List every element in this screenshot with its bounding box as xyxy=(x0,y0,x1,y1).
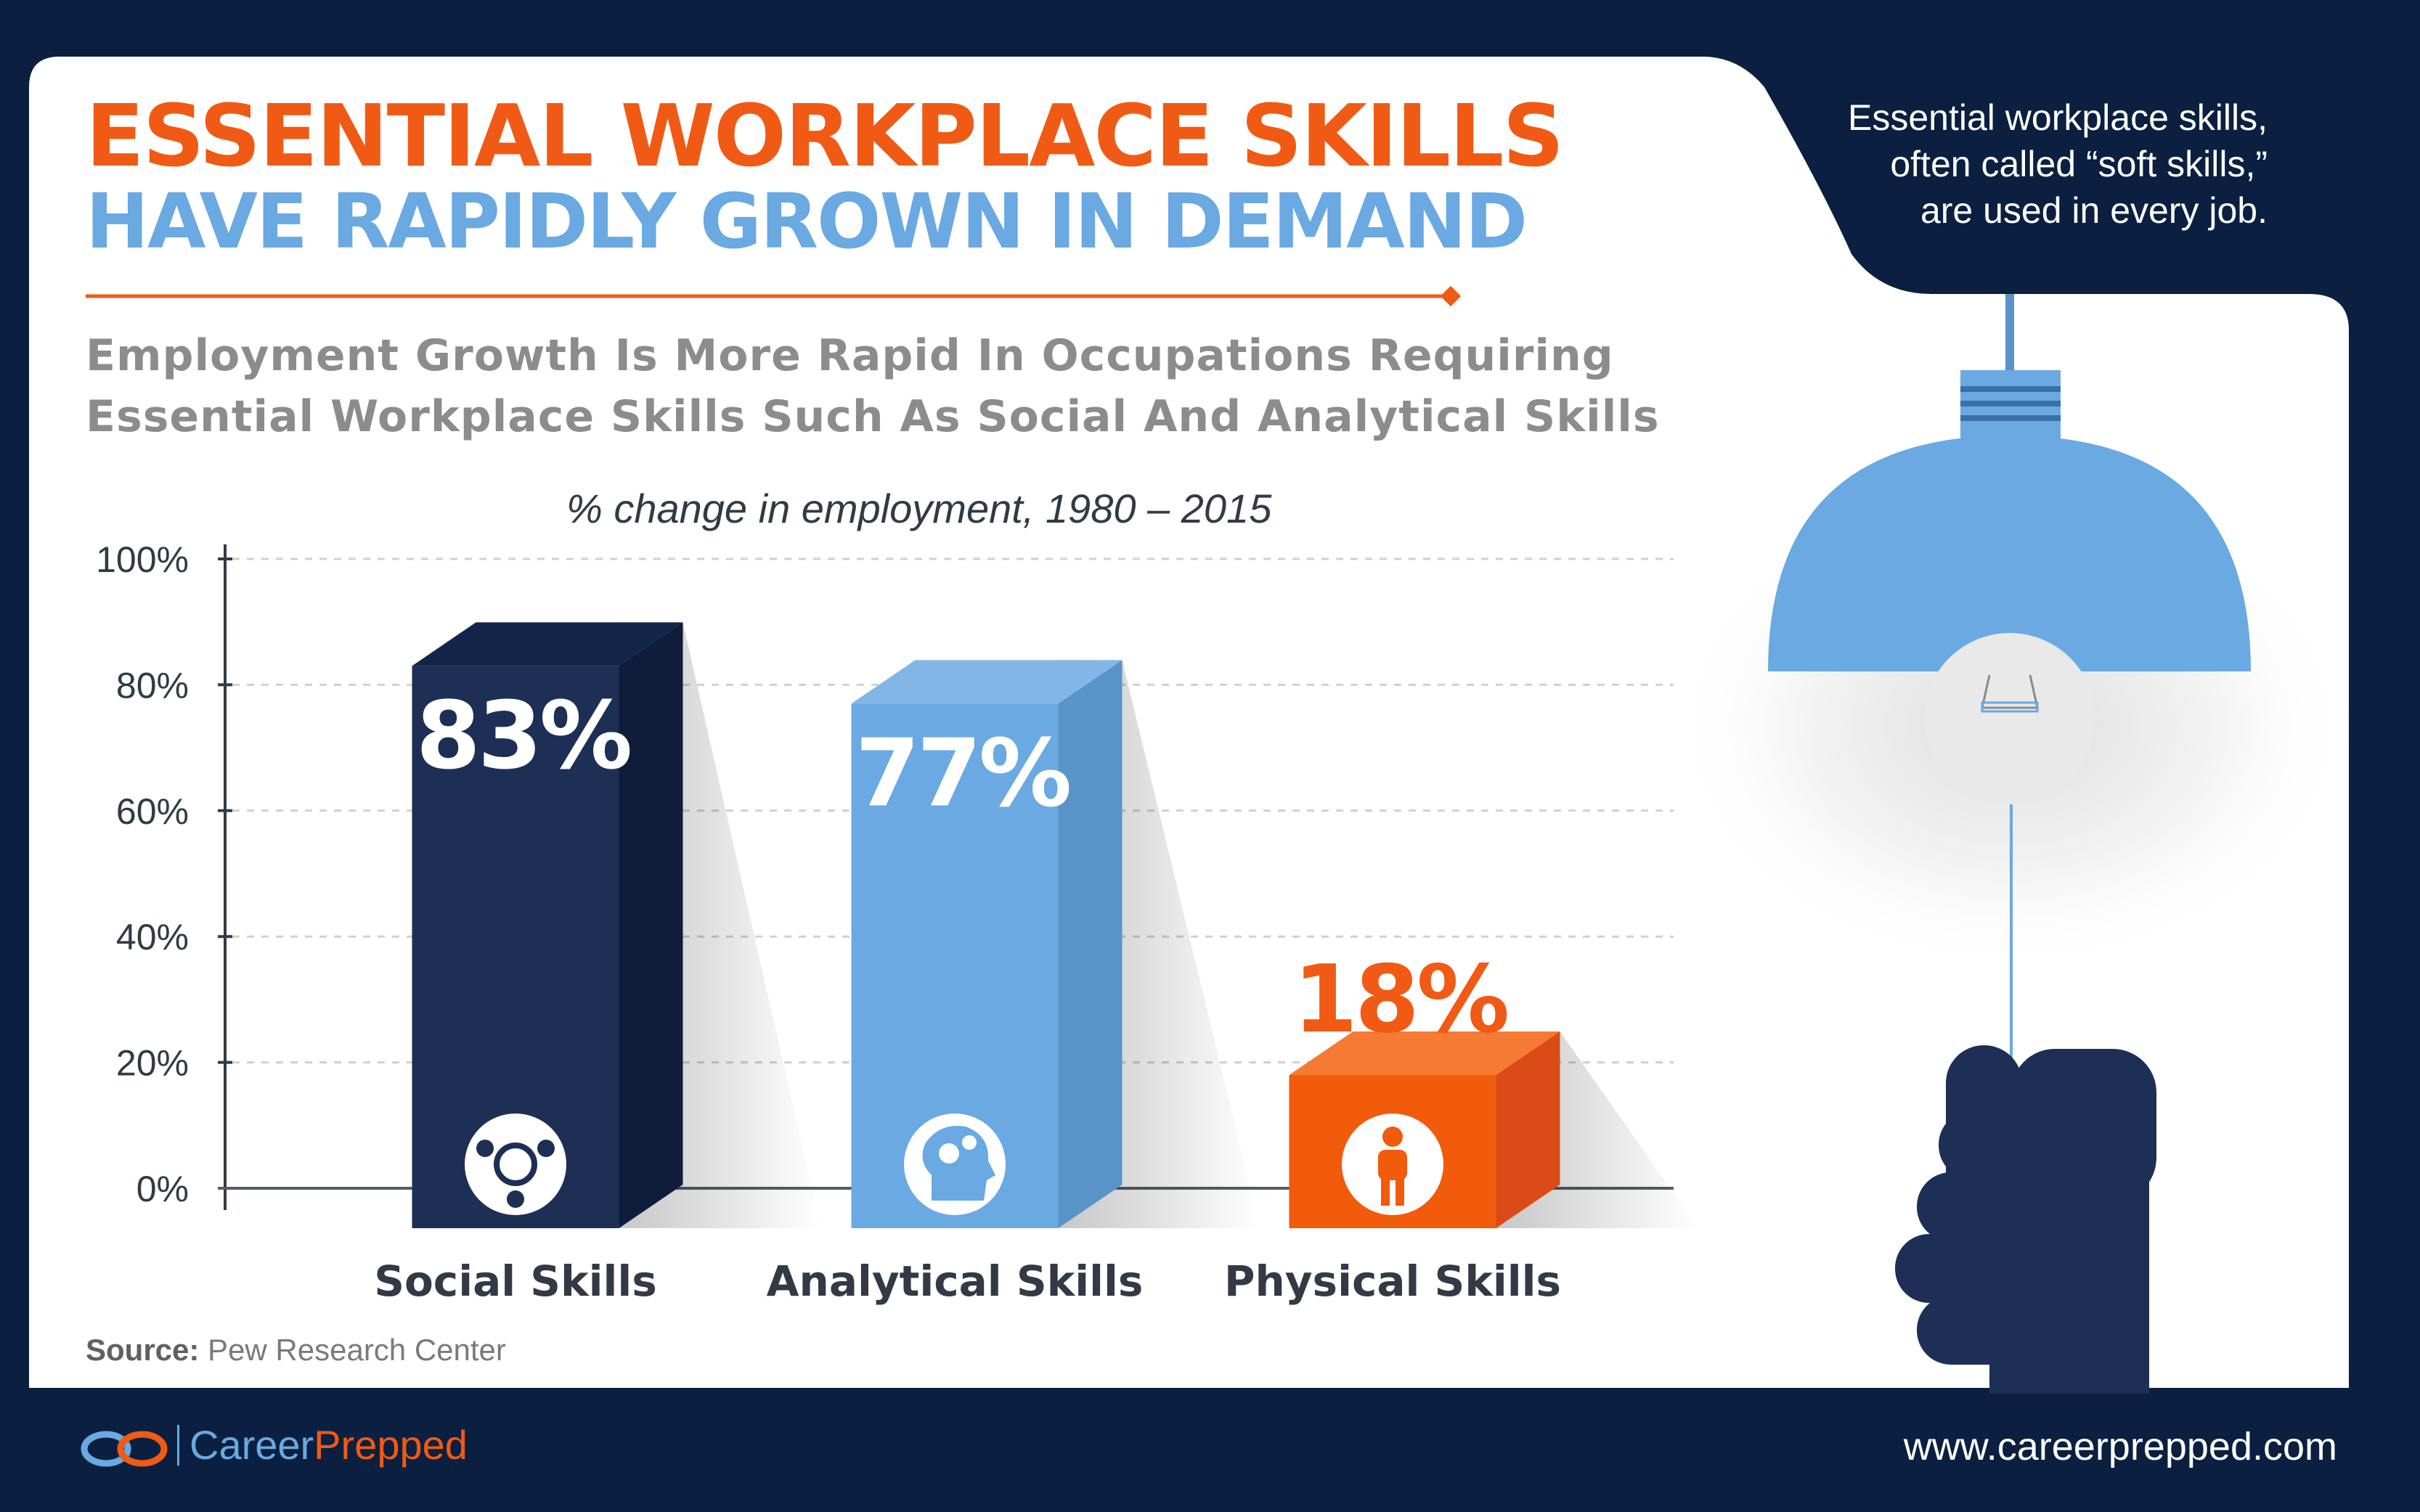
people-network-icon xyxy=(465,1113,566,1215)
category-label-physical-skills: Physical Skills xyxy=(1224,1256,1561,1306)
person-leg-glyph xyxy=(1396,1175,1404,1206)
person-leg-glyph xyxy=(1381,1175,1390,1206)
value-label-analytical-skills: 77% xyxy=(855,719,1070,827)
lamp-shade-icon xyxy=(1768,436,2251,671)
chart-title: % change in employment, 1980 – 2015 xyxy=(566,486,1272,531)
y-tick-label: 60% xyxy=(116,791,189,832)
y-tick-label: 100% xyxy=(96,539,189,580)
hand-icon xyxy=(1895,1045,2156,1394)
person-head-glyph xyxy=(1382,1127,1403,1147)
subtitle-line-2: Essential Workplace Skills Such As Socia… xyxy=(86,391,1660,442)
title-underline-diamond xyxy=(1440,285,1462,307)
bar-top-social-skills xyxy=(412,622,683,666)
corner-note-line-3: are used in every job. xyxy=(1920,190,2268,231)
bar-side-physical-skills xyxy=(1496,1031,1560,1228)
people-network-node xyxy=(537,1140,555,1157)
y-tick-label: 0% xyxy=(137,1169,189,1209)
light-bulb-icon xyxy=(1924,633,2095,804)
subtitle: Employment Growth Is More Rapid In Occup… xyxy=(86,325,1660,447)
value-label-physical-skills: 18% xyxy=(1293,946,1507,1054)
brain-gear-glyph xyxy=(962,1135,977,1150)
people-network-node xyxy=(476,1140,494,1157)
corner-note-line-2: often called “soft skills,” xyxy=(1890,144,2268,184)
source-label: Source: xyxy=(86,1333,200,1367)
bar-top-physical-skills xyxy=(1289,1031,1560,1075)
logo-infinity-icon xyxy=(81,1431,168,1467)
people-network-glyph xyxy=(494,1143,537,1186)
corner-note: Essential workplace skills, often called… xyxy=(1848,94,2268,234)
brain-gear-glyph xyxy=(939,1143,959,1164)
person-body-glyph xyxy=(1378,1150,1407,1180)
source-note: Source: Pew Research Center xyxy=(86,1333,506,1368)
bar-top-analytical-skills xyxy=(851,660,1123,704)
title-line-1: ESSENTIAL WORKPLACE SKILLS xyxy=(86,86,1564,186)
title-line-2: HAVE RAPIDLY GROWN IN DEMAND xyxy=(86,177,1528,266)
y-tick-label: 80% xyxy=(116,665,189,706)
y-tick-label: 20% xyxy=(116,1043,189,1084)
logo-word-prepped: Prepped xyxy=(314,1422,468,1468)
category-label-analytical-skills: Analytical Skills xyxy=(767,1256,1144,1306)
people-network-node xyxy=(507,1190,524,1208)
value-label-social-skills: 83% xyxy=(416,682,630,790)
corner-note-line-1: Essential workplace skills, xyxy=(1848,97,2268,138)
website-link[interactable]: www.careerprepped.com xyxy=(1903,1425,2337,1468)
logo-word-career: Career xyxy=(190,1422,314,1468)
logo-wordmark: CareerPrepped xyxy=(190,1421,468,1468)
lamp-cord xyxy=(2005,294,2014,374)
y-tick-label: 40% xyxy=(116,917,189,957)
brand-logo[interactable]: CareerPrepped xyxy=(83,1421,468,1468)
category-label-social-skills: Social Skills xyxy=(374,1256,657,1306)
logo-separator xyxy=(177,1424,179,1466)
bar-side-analytical-skills xyxy=(1058,660,1123,1228)
lamp-socket-icon xyxy=(1960,370,2061,443)
subtitle-line-1: Employment Growth Is More Rapid In Occup… xyxy=(86,330,1614,381)
brain-head-glyph xyxy=(922,1125,995,1201)
bar-side-social-skills xyxy=(619,622,683,1228)
source-text: Pew Research Center xyxy=(208,1333,506,1367)
